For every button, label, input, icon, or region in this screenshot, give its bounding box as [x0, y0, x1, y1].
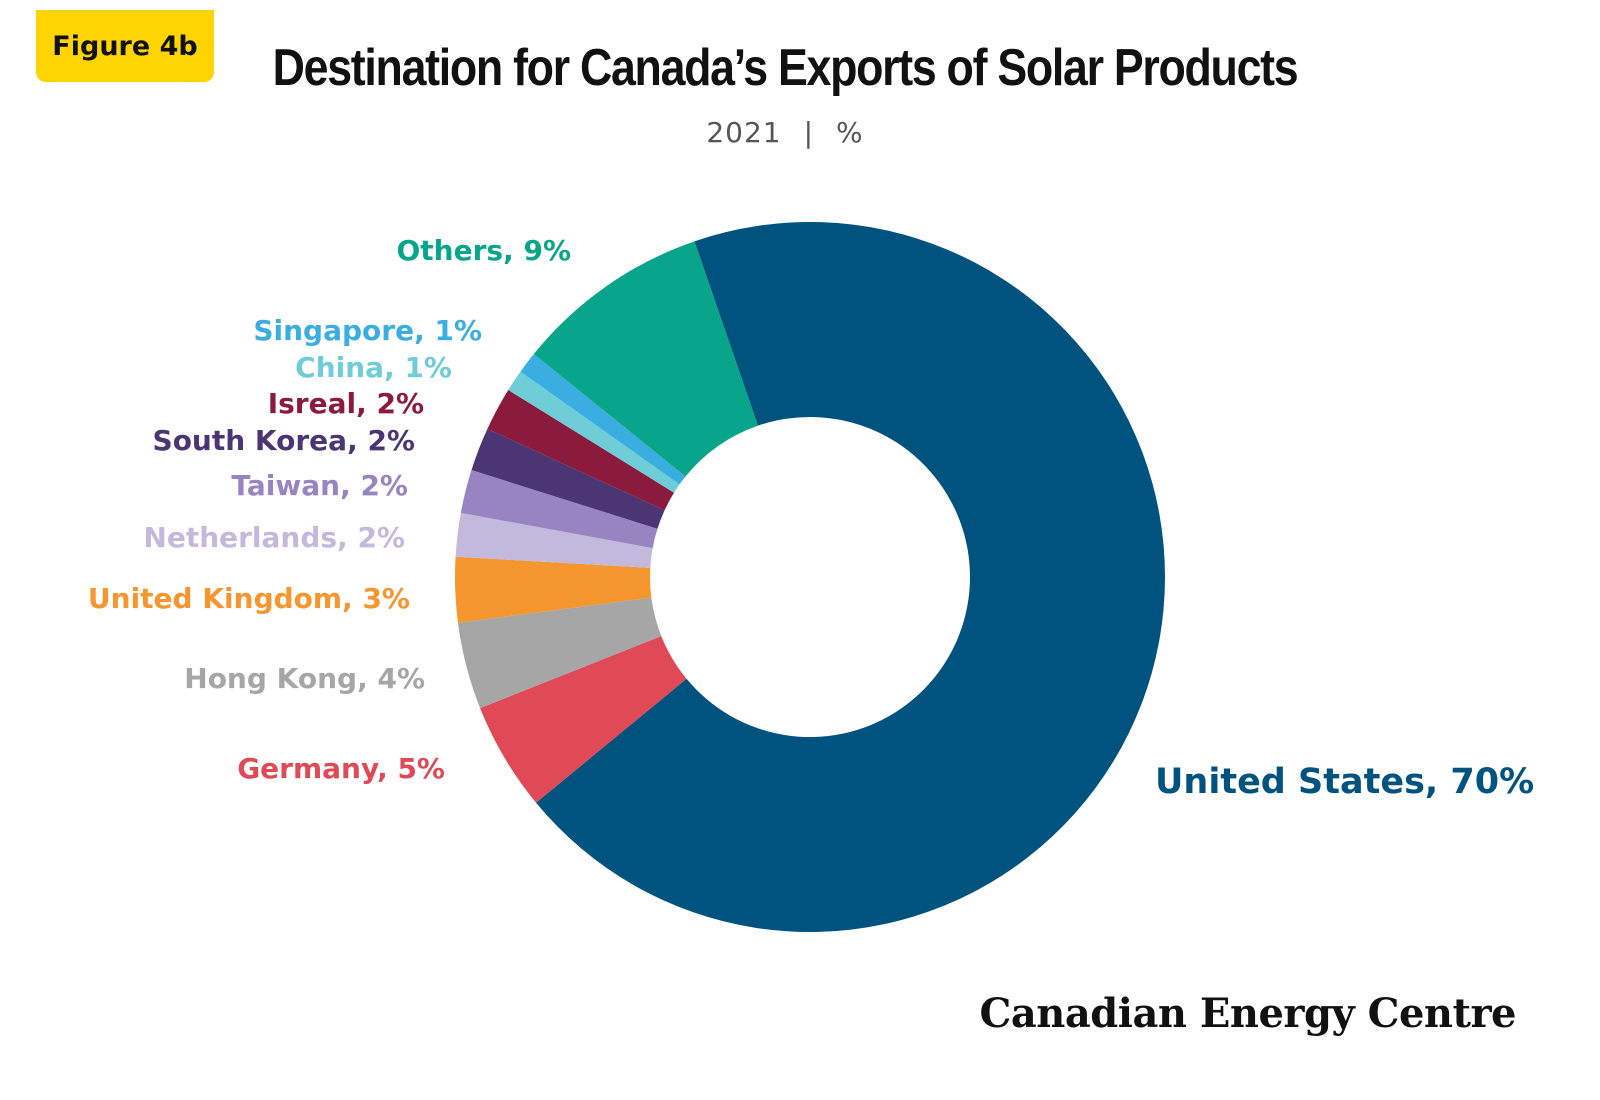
subtitle-separator: |	[803, 116, 815, 149]
slice-hong-kong	[457, 597, 662, 709]
label-singapore: Singapore, 1%	[253, 314, 482, 347]
slice-others	[533, 241, 758, 477]
slice-singapore	[520, 353, 686, 485]
slice-germany	[480, 636, 687, 803]
slice-china	[508, 371, 680, 493]
brand-logo-text: Canadian Energy Centre	[979, 990, 1517, 1037]
figure-badge: Figure 4b	[36, 10, 214, 82]
label-united-states: United States, 70%	[1155, 762, 1534, 802]
slice-united-kingdom	[455, 556, 652, 623]
slice-isreal	[487, 389, 675, 511]
label-netherlands: Netherlands, 2%	[143, 521, 405, 554]
slice-netherlands	[455, 512, 653, 568]
chart-title: Destination for Canada’s Exports of Sola…	[272, 39, 1299, 97]
label-taiwan: Taiwan, 2%	[231, 469, 408, 502]
label-hong-kong: Hong Kong, 4%	[184, 662, 425, 695]
label-isreal: Isreal, 2%	[268, 387, 424, 420]
chart-subtitle: 2021 |%	[0, 116, 1570, 149]
subtitle-year: 2021	[706, 116, 782, 149]
label-others: Others, 9%	[396, 234, 571, 267]
slice-united-states	[536, 222, 1165, 932]
label-germany: Germany, 5%	[237, 752, 445, 785]
label-united-kingdom: United Kingdom, 3%	[88, 582, 410, 615]
slice-south-korea	[471, 428, 665, 529]
subtitle-unit: %	[836, 116, 864, 149]
label-south-korea: South Korea, 2%	[153, 424, 415, 457]
label-china: China, 1%	[295, 351, 452, 384]
slice-taiwan	[460, 470, 658, 549]
